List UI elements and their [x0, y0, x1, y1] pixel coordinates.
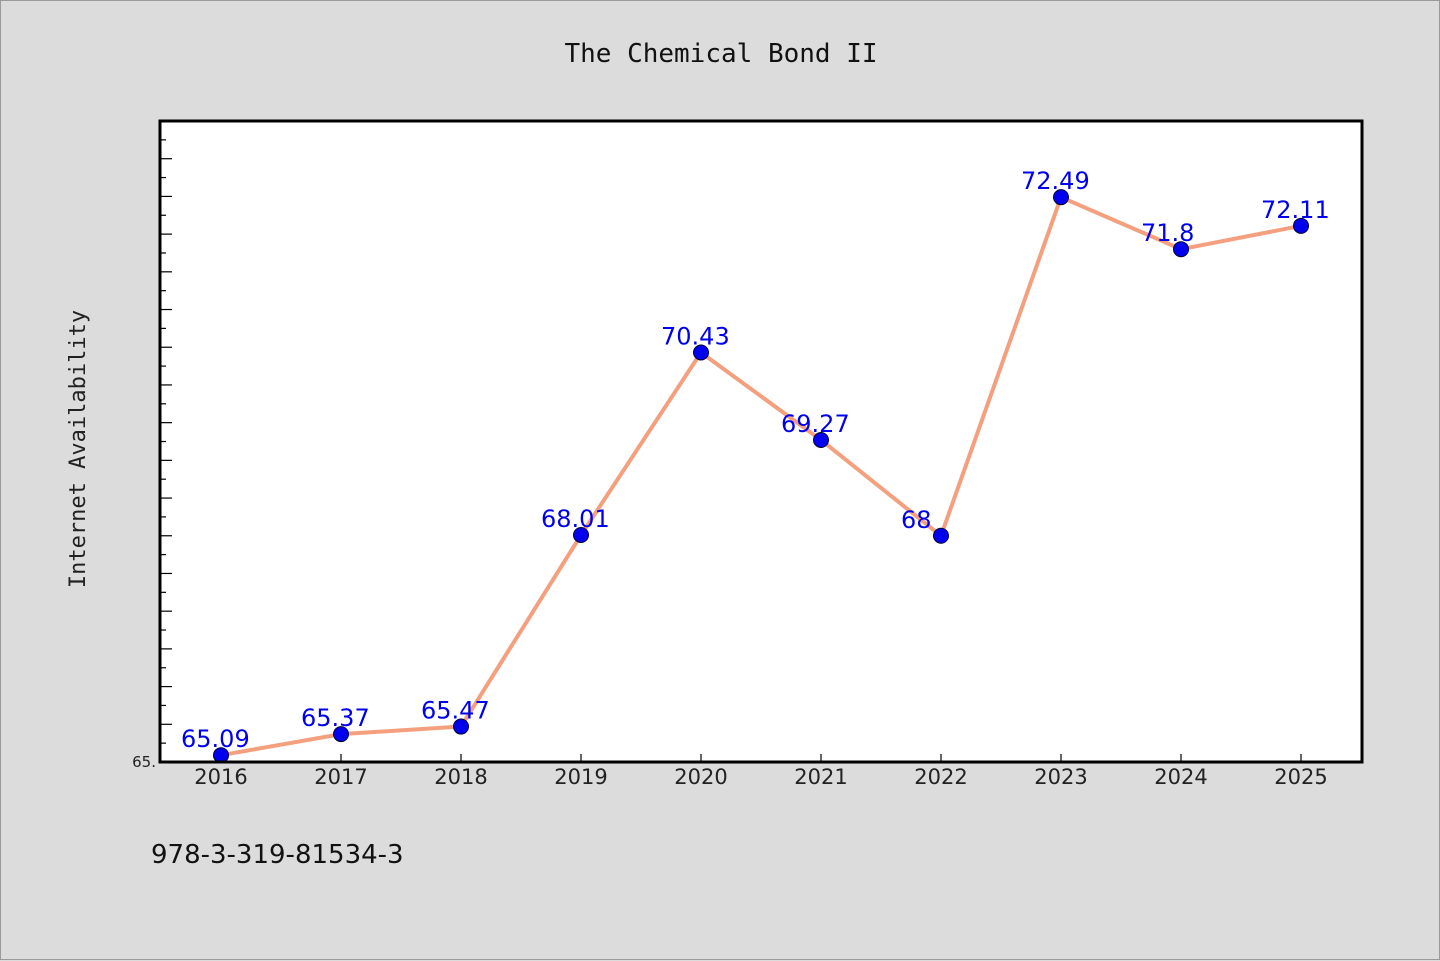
data-point	[933, 527, 949, 544]
data-label: 72.11	[1261, 196, 1330, 224]
data-point	[573, 527, 589, 544]
x-tick-label: 2021	[794, 765, 847, 789]
x-tick-label: 2017	[314, 765, 367, 789]
x-tick-label: 2020	[674, 765, 727, 789]
y-axis-ticks	[160, 139, 172, 744]
x-tick-label: 2018	[434, 765, 487, 789]
data-label: 72.49	[1021, 167, 1090, 195]
data-point	[1173, 241, 1189, 258]
y-tick-label: 65.	[132, 753, 156, 771]
chart-title: The Chemical Bond II	[564, 39, 877, 69]
x-tick-label: 2025	[1274, 765, 1327, 789]
y-axis-label: Internet Availability	[66, 310, 91, 588]
x-tick-label: 2022	[914, 765, 967, 789]
plot-area	[160, 121, 1362, 762]
data-label: 68	[901, 506, 932, 534]
x-tick-label: 2016	[194, 765, 247, 789]
x-tick-label: 2023	[1034, 765, 1087, 789]
data-label: 65.37	[301, 704, 370, 732]
data-point	[813, 431, 829, 448]
data-point	[333, 726, 349, 743]
series-line	[219, 195, 1303, 758]
data-label: 70.43	[661, 323, 730, 351]
data-label: 71.8	[1141, 219, 1194, 247]
data-point	[693, 344, 709, 361]
data-label: 68.01	[541, 505, 610, 533]
isbn-footer: 978-3-319-81534-3	[151, 840, 404, 870]
data-label: 69.27	[781, 410, 850, 438]
x-axis-ticks: 2016 2017 2018 2019 2020 2021 2022 2023 2024 2025	[194, 754, 1328, 789]
x-tick-label: 2019	[554, 765, 607, 789]
data-label: 65.47	[421, 697, 490, 725]
data-point	[1053, 189, 1069, 206]
plot-frame	[158, 119, 1364, 764]
data-point	[1293, 217, 1309, 234]
data-label: 65.09	[181, 725, 250, 753]
series-layer: 65.09 65.37 65.47 68.01 70.43 69.27 68 72.49 71.…	[181, 167, 1330, 764]
x-tick-label: 2024	[1154, 765, 1207, 789]
data-point	[453, 718, 469, 735]
